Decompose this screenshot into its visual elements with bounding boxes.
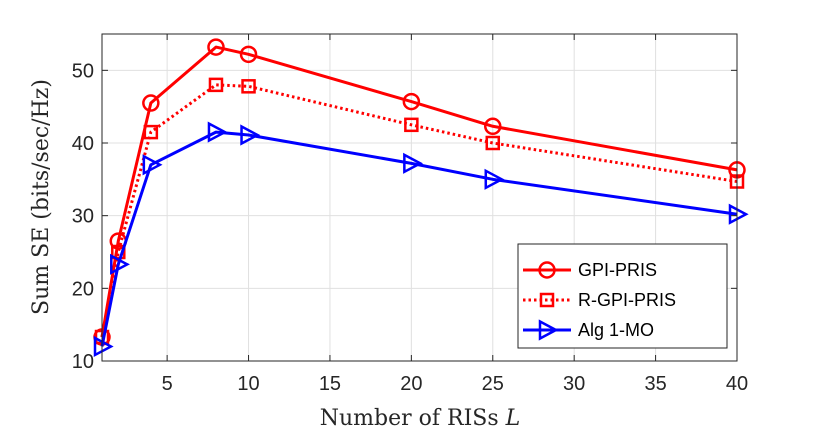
legend-marker [538, 319, 559, 341]
data-point-marker [93, 335, 114, 358]
legend-entry: R-GPI-PRIS [523, 290, 676, 310]
series-r-gpi-pris [94, 77, 745, 345]
data-point-marker [111, 244, 126, 260]
x-tick-label: 30 [563, 373, 585, 395]
plot-frame [101, 33, 738, 362]
y-tick-label: 10 [72, 351, 94, 373]
x-tick-label: 35 [644, 373, 666, 395]
series-line [100, 130, 738, 347]
y-tick-label: 20 [72, 278, 94, 300]
data-point-marker [403, 152, 424, 174]
data-point-marker [142, 94, 160, 112]
legend-marker [539, 292, 555, 308]
y-tick-label: 30 [72, 206, 94, 228]
data-point-marker [110, 253, 130, 275]
x-tick-label: 5 [162, 373, 173, 395]
data-point-marker [241, 79, 256, 94]
y-axis-label: Sum SE (bits/sec/Hz) [29, 79, 54, 315]
data-point-marker [207, 38, 225, 56]
axis-ticks: 5 10 15 20 25 30 35 40 10 20 30 40 50 [72, 34, 748, 395]
y-tick-label: 50 [72, 60, 94, 82]
x-tick-label: 20 [400, 373, 422, 395]
data-point-marker [142, 154, 163, 176]
legend-label: R-GPI-PRIS [578, 290, 676, 310]
data-point-marker [484, 117, 502, 136]
legend-entry: Alg 1-MO [523, 319, 654, 341]
legend-entry: GPI-PRIS [523, 260, 657, 280]
x-axis-variable: L [505, 406, 521, 431]
x-tick-label: 25 [482, 373, 504, 395]
data-point-marker [485, 135, 501, 151]
data-point-marker [208, 77, 224, 93]
x-axis-label-text: Number of RISs [320, 406, 499, 431]
data-point-marker [402, 92, 421, 111]
legend-label: GPI-PRIS [578, 260, 657, 280]
data-point-marker [728, 203, 749, 225]
data-point-marker [404, 117, 419, 133]
legend-label: Alg 1-MO [578, 320, 654, 340]
x-tick-label: 40 [726, 373, 748, 395]
legend-marker [538, 261, 556, 279]
data-point-marker [484, 168, 505, 190]
data-point-marker [143, 124, 159, 140]
legend: GPI-PRIS R-GPI-PRIS Alg 1-MO [517, 243, 728, 349]
data-point-marker [239, 45, 258, 64]
series-line [100, 45, 738, 338]
y-tick-label: 40 [72, 133, 94, 155]
data-point-marker [207, 121, 228, 143]
x-axis-label: Number of RISs L [320, 406, 521, 431]
x-tick-label: 15 [319, 373, 341, 395]
data-point-marker [240, 124, 261, 146]
series-alg-1-mo [93, 121, 749, 358]
x-tick-label: 10 [237, 373, 259, 395]
